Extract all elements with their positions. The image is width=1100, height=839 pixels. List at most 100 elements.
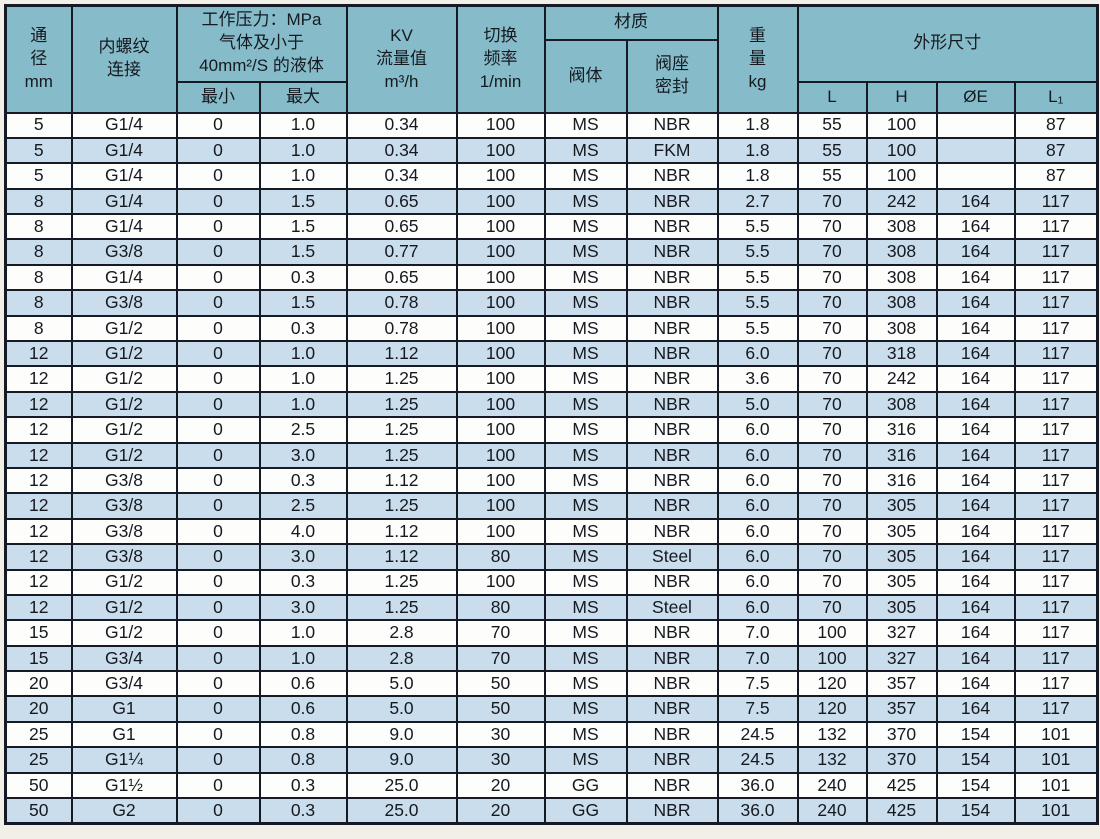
- table-cell: NBR: [625, 720, 719, 749]
- table-cell: 316: [865, 466, 938, 495]
- table-cell: NBR: [625, 695, 719, 723]
- table-cell: 100: [455, 111, 546, 139]
- table-cell: 24.5: [716, 746, 799, 774]
- header-thread-connection: 内螺纹 连接: [70, 4, 178, 114]
- table-cell: 0.8: [258, 720, 348, 749]
- table-cell: 70: [455, 644, 546, 673]
- header-weight-kg: 重 量 kg: [716, 4, 799, 114]
- table-cell: 305: [865, 517, 938, 546]
- table-cell: G1/4: [70, 213, 178, 241]
- header-working-pressure-group: 工作压力：MPa 气体及小于 40mm²/S 的液体: [175, 4, 348, 83]
- table-cell: 101: [1013, 771, 1099, 800]
- table-cell: 164: [935, 670, 1016, 698]
- table-cell: 70: [796, 289, 868, 317]
- table-cell: 5: [4, 136, 73, 165]
- table-cell: 5.5: [716, 263, 799, 292]
- table-cell: 5.0: [345, 695, 458, 723]
- table-cell: MS: [543, 263, 628, 292]
- table-cell: 164: [935, 441, 1016, 469]
- table-cell: 20: [455, 797, 546, 825]
- table-cell: 117: [1013, 289, 1099, 317]
- table-cell: 7.5: [716, 695, 799, 723]
- table-cell: 242: [865, 365, 938, 393]
- table-cell: 7.0: [716, 644, 799, 673]
- table-cell: 425: [865, 771, 938, 800]
- table-row: 5 G1/4 0 1.0 0.34 100 MS FKM 1.8 55 100 87: [4, 136, 1099, 165]
- table-cell: 120: [796, 670, 868, 698]
- table-cell: 308: [865, 263, 938, 292]
- table-cell: 242: [865, 187, 938, 216]
- table-cell: GG: [543, 771, 628, 800]
- table-cell: G3/8: [70, 466, 178, 495]
- table-row: 50 G2 0 0.3 25.0 20 GG NBR 36.0 240 425 154 101: [4, 797, 1099, 825]
- table-cell: 100: [455, 466, 546, 495]
- table-cell: 117: [1013, 390, 1099, 419]
- table-cell: 100: [455, 492, 546, 520]
- table-cell: 425: [865, 797, 938, 825]
- table-cell: 1.12: [345, 517, 458, 546]
- table-cell: 117: [1013, 593, 1099, 622]
- table-cell: 15: [4, 644, 73, 673]
- table-cell: 25.0: [345, 771, 458, 800]
- table-cell: 6.0: [716, 517, 799, 546]
- table-cell: 2.7: [716, 187, 799, 216]
- table-cell: 3.0: [258, 543, 348, 571]
- table-row: 12 G1/2 0 1.0 1.25 100 MS NBR 5.0 70 308 164 117: [4, 390, 1099, 419]
- table-cell: 2.5: [258, 492, 348, 520]
- table-cell: 70: [796, 568, 868, 596]
- header-outline-dimensions-group: 外形尺寸: [796, 4, 1099, 83]
- table-cell: 70: [796, 441, 868, 469]
- table-cell: 117: [1013, 416, 1099, 444]
- table-cell: 0.6: [258, 670, 348, 698]
- table-cell: 154: [935, 797, 1016, 825]
- table-cell: Steel: [625, 593, 719, 622]
- table-cell: 0: [175, 263, 261, 292]
- table-cell: 0.3: [258, 263, 348, 292]
- table-row: 12 G1/2 0 0.3 1.25 100 MS NBR 6.0 70 305 164 117: [4, 568, 1099, 596]
- table-row: 12 G3/8 0 2.5 1.25 100 MS NBR 6.0 70 305 164 117: [4, 492, 1099, 520]
- table-cell: 0.77: [345, 238, 458, 266]
- table-cell: 70: [796, 340, 868, 368]
- table-cell: 0.8: [258, 746, 348, 774]
- table-cell: 0.65: [345, 187, 458, 216]
- table-cell: 87: [1013, 111, 1099, 139]
- table-cell: 100: [455, 136, 546, 165]
- table-cell: G1½: [70, 771, 178, 800]
- table-cell: 70: [796, 492, 868, 520]
- table-cell: 0.34: [345, 111, 458, 139]
- table-cell: 117: [1013, 213, 1099, 241]
- table-cell: 100: [455, 289, 546, 317]
- table-cell: 5: [4, 111, 73, 139]
- table-cell: 70: [796, 314, 868, 343]
- table-cell: 117: [1013, 441, 1099, 469]
- table-cell: 117: [1013, 238, 1099, 266]
- table-cell: 117: [1013, 670, 1099, 698]
- table-cell: 6.0: [716, 593, 799, 622]
- table-cell: 8: [4, 314, 73, 343]
- table-cell: 6.0: [716, 492, 799, 520]
- table-cell: NBR: [625, 213, 719, 241]
- table-cell: 2.5: [258, 416, 348, 444]
- table-cell: 117: [1013, 543, 1099, 571]
- table-cell: 164: [935, 238, 1016, 266]
- table-cell: 0: [175, 593, 261, 622]
- table-cell: NBR: [625, 746, 719, 774]
- table-cell: 0: [175, 111, 261, 139]
- table-cell: MS: [543, 466, 628, 495]
- table-row: 50 G1½ 0 0.3 25.0 20 GG NBR 36.0 240 425 154 101: [4, 771, 1099, 800]
- table-cell: 12: [4, 390, 73, 419]
- table-cell: 80: [455, 593, 546, 622]
- table-cell: 12: [4, 543, 73, 571]
- table-cell: 2.8: [345, 644, 458, 673]
- table-cell: 6.0: [716, 568, 799, 596]
- table-cell: 9.0: [345, 720, 458, 749]
- table-cell: [935, 111, 1016, 139]
- table-cell: 1.0: [258, 390, 348, 419]
- table-cell: 164: [935, 543, 1016, 571]
- table-cell: 100: [865, 111, 938, 139]
- table-cell: 7.0: [716, 619, 799, 647]
- header-dim-h: H: [865, 80, 938, 114]
- table-cell: 117: [1013, 263, 1099, 292]
- table-cell: 132: [796, 720, 868, 749]
- table-cell: G1/4: [70, 136, 178, 165]
